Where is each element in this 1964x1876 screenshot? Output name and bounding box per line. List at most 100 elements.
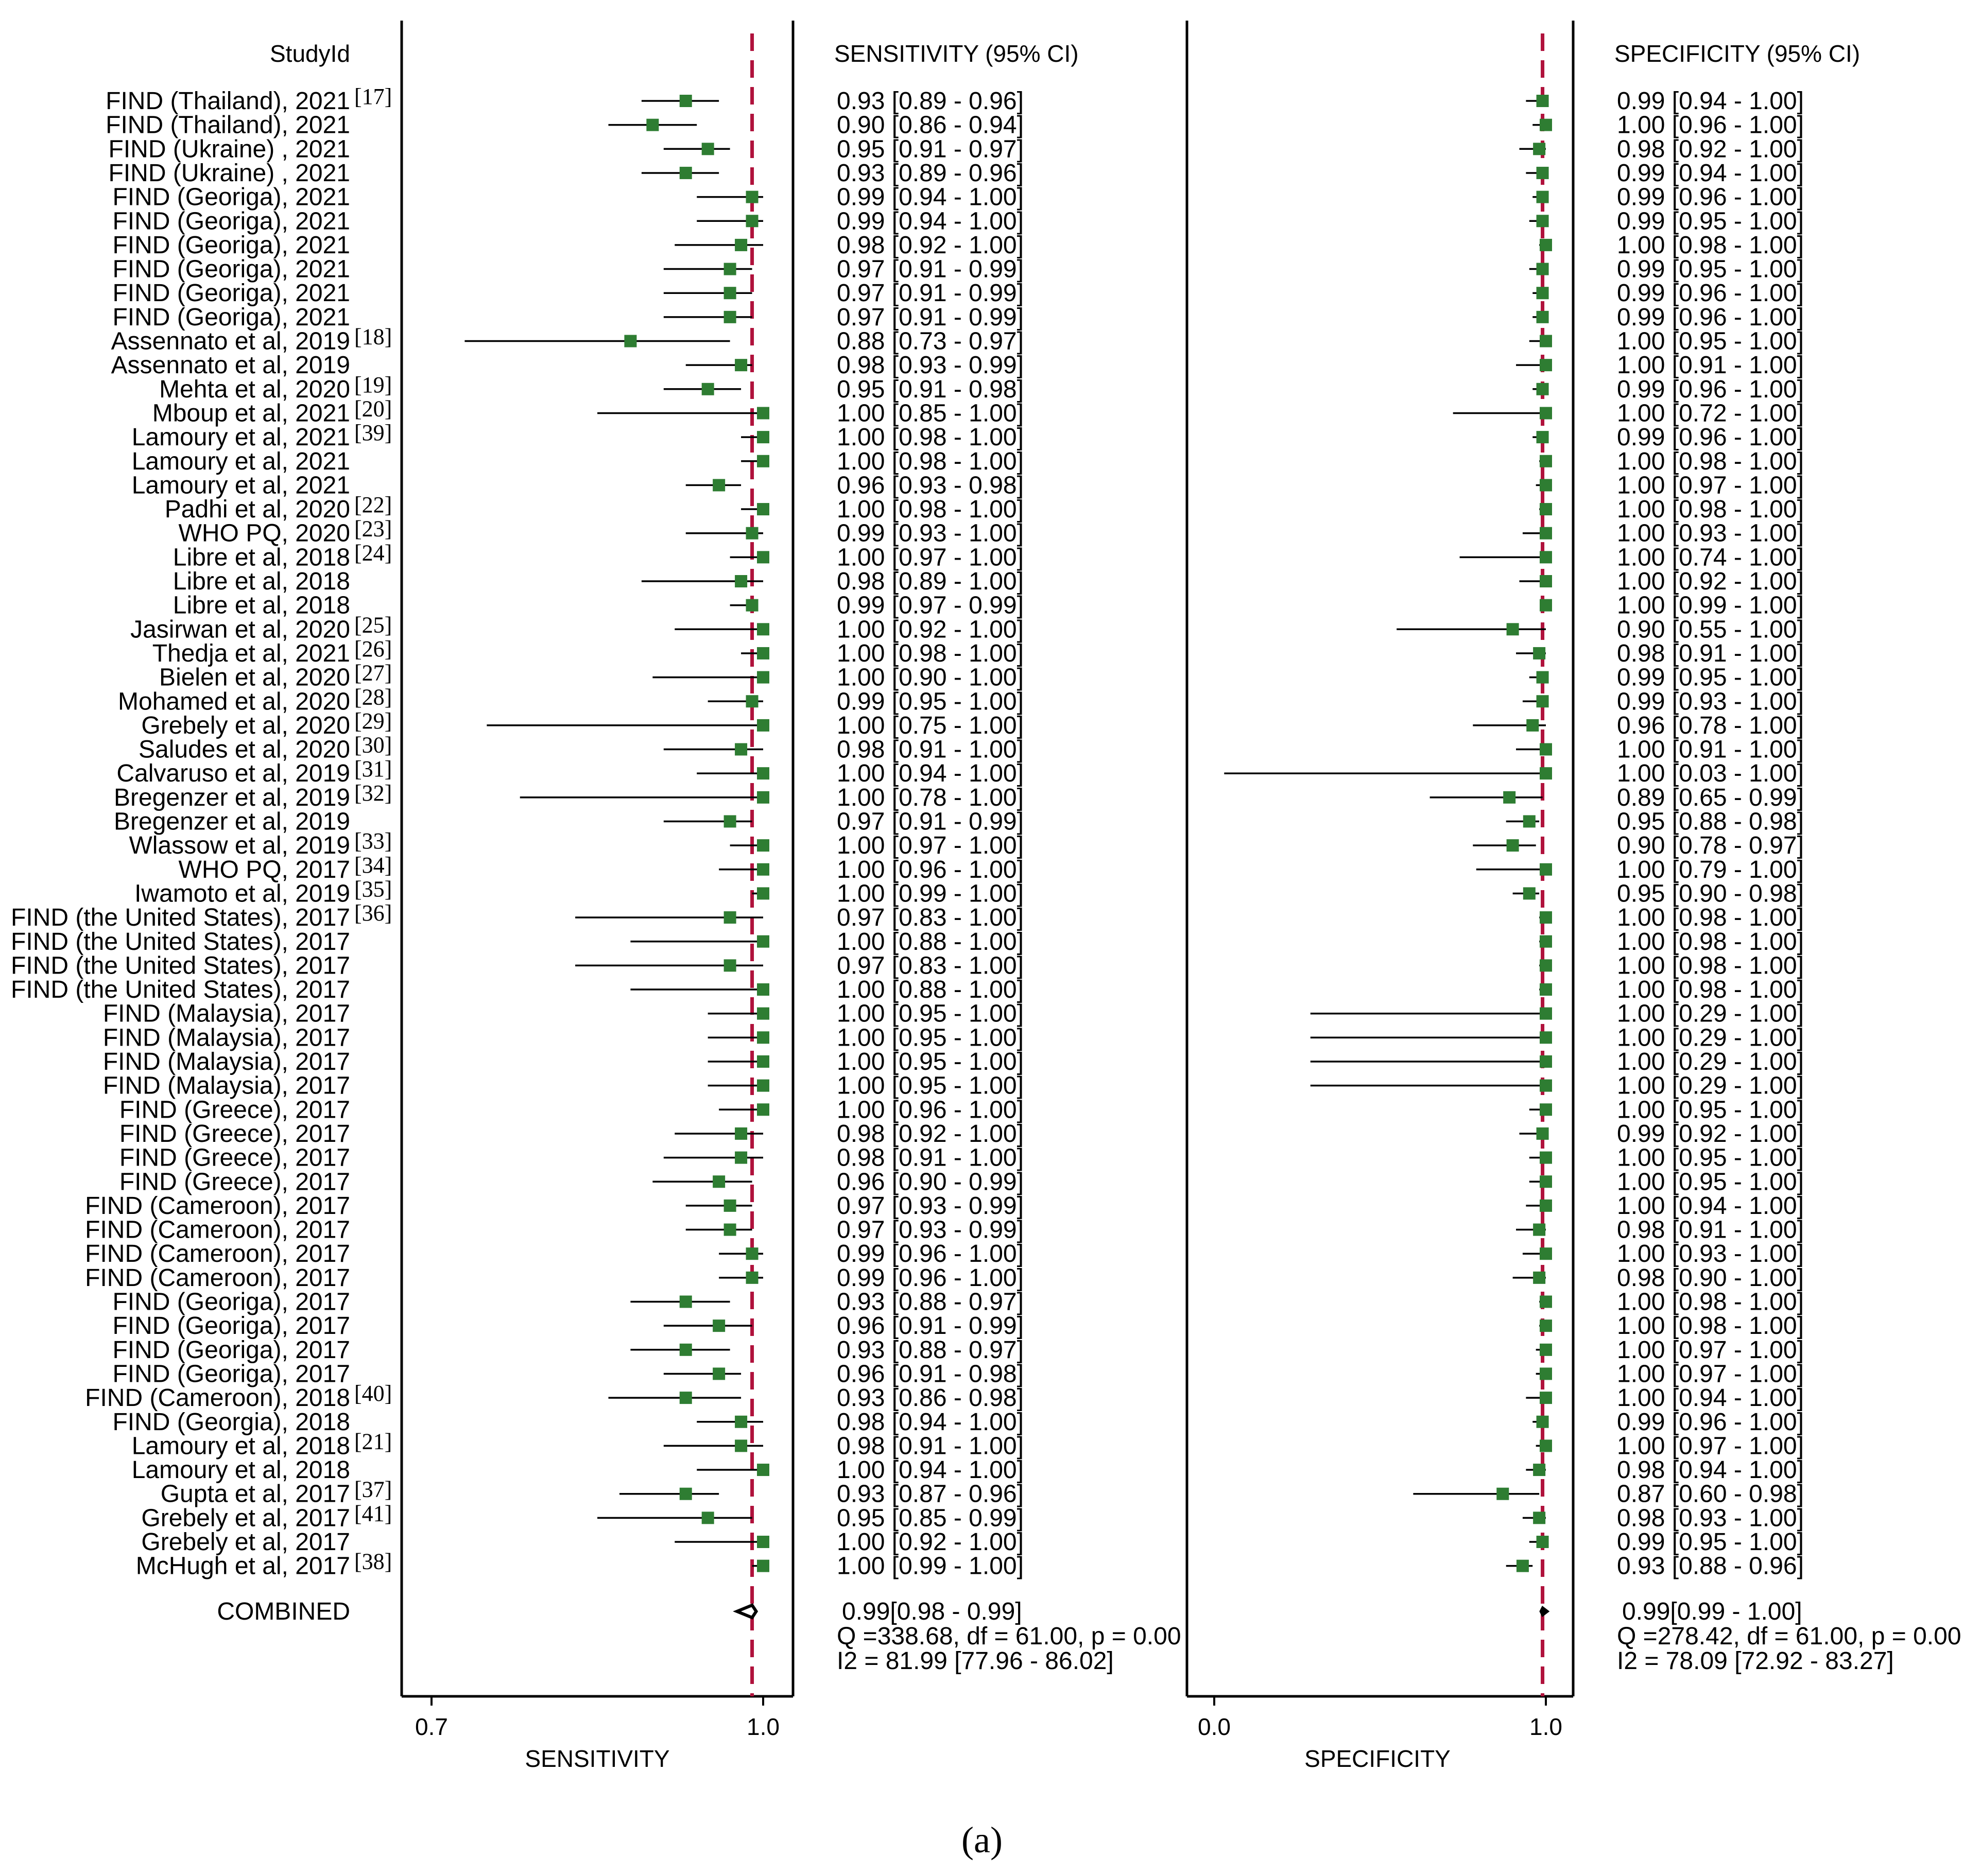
specificity-value: 1.00 [0.97 - 1.00] xyxy=(1617,1360,1804,1387)
table-row: FIND (the United States), 2017 1.00 [0.88… xyxy=(11,976,1804,1003)
sensitivity-point xyxy=(757,791,769,804)
study-label: FIND (Malaysia), 2017 xyxy=(103,1072,350,1100)
table-row: Saludes et al, 2020 [30] 0.98 [0.91 - 1.00… xyxy=(139,733,1804,763)
study-label: Gupta et al, 2017 xyxy=(161,1481,350,1508)
table-row: FIND (Cameroon), 2017 0.99 [0.96 - 1.00] 1… xyxy=(85,1240,1804,1267)
study-label: Lamoury et al, 2018 xyxy=(132,1456,350,1484)
table-row: Bregenzer et al, 2019 0.97 [0.91 - 0.99] 0… xyxy=(114,808,1804,836)
sensitivity-point xyxy=(735,1415,748,1428)
sensitivity-value: 1.00 [0.85 - 1.00] xyxy=(837,399,1024,427)
sensitivity-value: 1.00 [0.95 - 1.00] xyxy=(837,1000,1024,1028)
table-row: FIND (Cameroon), 2017 0.99 [0.96 - 1.00] 0… xyxy=(85,1264,1804,1292)
table-row: Wlassow et al, 2019 [33] 1.00 [0.97 - 1.00… xyxy=(129,828,1803,859)
study-label: FIND (Georiga), 2021 xyxy=(112,280,350,307)
study-label: FIND (the United States), 2017 xyxy=(11,928,350,956)
specificity-point xyxy=(1536,383,1549,395)
sensitivity-value: 1.00 [0.98 - 1.00] xyxy=(837,424,1024,451)
study-label: FIND (Cameroon), 2017 xyxy=(85,1240,350,1267)
sensitivity-point xyxy=(746,599,759,612)
sensitivity-point xyxy=(757,1536,769,1548)
specificity-point xyxy=(1540,1319,1552,1332)
table-row: FIND (the United States), 2017 [36] 0.97 [… xyxy=(11,900,1804,931)
sensitivity-point xyxy=(679,1343,692,1356)
specificity-point xyxy=(1540,527,1552,540)
study-label: FIND (Greece), 2017 xyxy=(119,1120,350,1148)
study-reference: [22] xyxy=(354,492,392,517)
study-label: FIND (the United States), 2017 xyxy=(11,952,350,979)
specificity-point xyxy=(1503,791,1516,804)
study-label: Iwamoto et al, 2019 xyxy=(134,880,350,907)
specificity-point xyxy=(1536,287,1549,300)
specificity-value: 1.00 [0.97 - 1.00] xyxy=(1617,472,1804,499)
table-row: FIND (Greece), 2017 0.98 [0.92 - 1.00] 0.9… xyxy=(119,1120,1804,1148)
sensitivity-value: 1.00 [0.98 - 1.00] xyxy=(837,448,1024,475)
sensitivity-value: 1.00 [0.94 - 1.00] xyxy=(837,1456,1024,1484)
specificity-value: 0.98 [0.92 - 1.00] xyxy=(1617,135,1804,163)
sensitivity-point xyxy=(746,190,759,203)
sensitivity-point xyxy=(757,1031,769,1044)
table-row: Thedja et al, 2021 [26] 1.00 [0.98 - 1.00]… xyxy=(152,636,1804,667)
specificity-point xyxy=(1506,839,1519,852)
specificity-value: 0.96 [0.78 - 1.00] xyxy=(1617,712,1804,739)
study-reference: [23] xyxy=(354,516,392,542)
sensitivity-value: 0.96 [0.90 - 0.99] xyxy=(837,1168,1024,1195)
sensitivity-point xyxy=(723,1199,736,1212)
specificity-value: 1.00 [0.95 - 1.00] xyxy=(1617,1144,1804,1172)
sensitivity-value: 1.00 [0.95 - 1.00] xyxy=(837,1024,1024,1051)
sensitivity-value: 0.97 [0.91 - 0.99] xyxy=(837,304,1024,331)
table-row: Padhi et al, 2020 [22] 1.00 [0.98 - 1.00] 1… xyxy=(165,492,1804,523)
sensitivity-tick-label: 1.0 xyxy=(747,1713,780,1740)
sensitivity-value: 0.95 [0.91 - 0.98] xyxy=(837,376,1024,403)
study-label: Wlassow et al, 2019 xyxy=(129,832,350,859)
sensitivity-point xyxy=(735,1127,748,1140)
sensitivity-heterogeneity-i2: I2 = 81.99 [77.96 - 86.02] xyxy=(837,1647,1114,1675)
specificity-point xyxy=(1540,335,1552,348)
sensitivity-point xyxy=(735,743,748,756)
study-label: Libre et al, 2018 xyxy=(173,592,350,619)
study-reference: [26] xyxy=(354,636,392,662)
table-row: FIND (Georiga), 2021 0.98 [0.92 - 1.00] 1.… xyxy=(112,232,1803,259)
sensitivity-heterogeneity-q: Q =338.68, df = 61.00, p = 0.00 xyxy=(837,1623,1181,1650)
sensitivity-value: 0.97 [0.83 - 1.00] xyxy=(837,904,1024,931)
study-label: Lamoury et al, 2021 xyxy=(132,448,350,475)
specificity-value: 0.98 [0.94 - 1.00] xyxy=(1617,1456,1804,1484)
study-reference: [24] xyxy=(354,540,392,565)
table-row: FIND (Malaysia), 2017 1.00 [0.95 - 1.00] 1… xyxy=(103,1072,1804,1100)
sensitivity-point xyxy=(757,1079,769,1092)
specificity-point xyxy=(1540,1031,1552,1044)
specificity-value: 0.98 [0.93 - 1.00] xyxy=(1617,1504,1804,1532)
study-label: FIND (Malaysia), 2017 xyxy=(103,1000,350,1028)
study-label: Grebely et al, 2017 xyxy=(141,1528,350,1556)
study-label: Assennato et al, 2019 xyxy=(111,352,350,379)
sensitivity-point xyxy=(757,1007,769,1020)
specificity-value: 1.00 [0.98 - 1.00] xyxy=(1617,496,1804,523)
sensitivity-value: 0.97 [0.93 - 0.99] xyxy=(837,1217,1024,1244)
sensitivity-value: 0.99 [0.96 - 1.00] xyxy=(837,1240,1024,1267)
sensitivity-value: 1.00 [0.95 - 1.00] xyxy=(837,1048,1024,1075)
specificity-value: 1.00 [0.94 - 1.00] xyxy=(1617,1384,1804,1412)
sensitivity-value: 0.97 [0.83 - 1.00] xyxy=(837,952,1024,979)
table-row: FIND (Ukraine) , 2021 0.93 [0.89 - 0.96] 0… xyxy=(109,160,1804,187)
specificity-value: 0.98 [0.90 - 1.00] xyxy=(1617,1264,1804,1292)
table-row: FIND (Georiga), 2021 0.97 [0.91 - 0.99] 0.… xyxy=(112,256,1803,283)
specificity-point xyxy=(1540,863,1552,876)
table-row: Jasirwan et al, 2020 [25] 1.00 [0.92 - 1.0… xyxy=(130,612,1804,643)
specificity-heterogeneity-q: Q =278.42, df = 61.00, p = 0.00 xyxy=(1617,1623,1961,1650)
sensitivity-point xyxy=(757,431,769,444)
sensitivity-point xyxy=(701,143,714,155)
sensitivity-value: 0.99 [0.93 - 1.00] xyxy=(837,520,1024,547)
sensitivity-value: 1.00 [0.88 - 1.00] xyxy=(837,976,1024,1003)
sensitivity-point xyxy=(679,1295,692,1308)
study-label: Thedja et al, 2021 xyxy=(152,640,350,667)
sensitivity-point xyxy=(757,863,769,876)
specificity-point xyxy=(1536,1127,1549,1140)
axes: 0.7 1.0 0.0 1.0 xyxy=(415,1696,1562,1740)
study-label: FIND (Greece), 2017 xyxy=(119,1096,350,1123)
sensitivity-value: 1.00 [0.78 - 1.00] xyxy=(837,784,1024,811)
study-column-header: StudyId xyxy=(270,40,350,67)
sensitivity-point xyxy=(757,671,769,684)
sensitivity-point xyxy=(746,1247,759,1260)
study-reference: [35] xyxy=(354,876,392,901)
sensitivity-value: 1.00 [0.94 - 1.00] xyxy=(837,760,1024,787)
